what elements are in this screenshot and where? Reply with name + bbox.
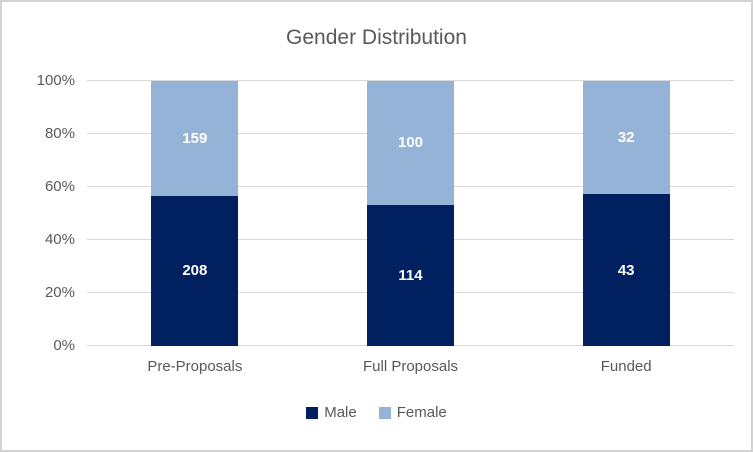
y-tick-label-40%: 40% xyxy=(44,231,75,248)
legend: Male Female xyxy=(2,404,751,421)
data-label-female: 32 xyxy=(617,129,635,147)
bar-segment-male: 114 xyxy=(367,204,454,346)
legend-item-female: Female xyxy=(378,404,447,421)
x-label-pre-proposals: Pre-Proposals xyxy=(147,358,243,375)
plot-area: 159 208 100 114 32 43 xyxy=(87,80,734,346)
bar-full-proposals: 100 114 xyxy=(367,81,454,346)
bar-segment-male: 43 xyxy=(582,194,670,346)
bar-slot-full-proposals: 100 114 xyxy=(303,81,519,346)
bars: 159 208 100 114 32 43 xyxy=(87,81,734,346)
x-label-full-proposals: Full Proposals xyxy=(362,358,459,375)
x-label-funded: Funded xyxy=(600,358,652,375)
bar-slot-funded: 32 43 xyxy=(518,81,734,346)
legend-marker-male xyxy=(306,406,319,419)
y-tick-label-20%: 20% xyxy=(44,284,75,301)
bar-segment-male: 208 xyxy=(151,195,239,346)
data-label-male: 208 xyxy=(182,262,208,280)
bar-segment-female: 100 xyxy=(367,81,454,205)
y-tick-label-80%: 80% xyxy=(44,125,75,142)
bar-funded: 32 43 xyxy=(582,81,670,346)
y-tick-label-0%: 0% xyxy=(53,337,75,354)
data-label-male: 43 xyxy=(617,261,635,279)
y-tick-label-100%: 100% xyxy=(36,72,75,89)
bar-slot-pre-proposals: 159 208 xyxy=(87,81,303,346)
bar-pre-proposals: 159 208 xyxy=(151,81,239,346)
bar-segment-female: 32 xyxy=(582,81,670,195)
legend-marker-female xyxy=(378,406,391,419)
legend-label-female: Female xyxy=(396,404,447,421)
data-label-male: 114 xyxy=(398,266,423,284)
x-axis: Pre-Proposals Full Proposals Funded xyxy=(87,358,734,375)
y-axis: 0% 20% 40% 60% 80% 100% xyxy=(2,72,75,354)
legend-label-male: Male xyxy=(324,404,357,421)
chart-title: Gender Distribution xyxy=(286,26,467,49)
legend-item-male: Male xyxy=(306,404,357,421)
bar-segment-female: 159 xyxy=(151,81,239,196)
data-label-female: 100 xyxy=(397,134,424,152)
gridline-100% xyxy=(87,80,734,81)
y-tick-label-60%: 60% xyxy=(44,178,75,195)
data-label-female: 159 xyxy=(182,129,208,147)
